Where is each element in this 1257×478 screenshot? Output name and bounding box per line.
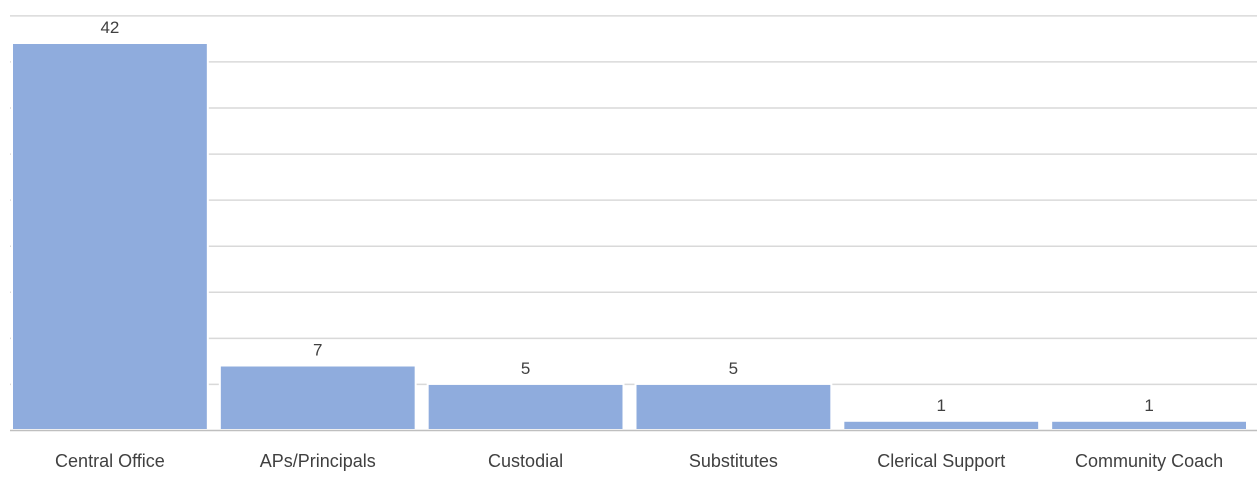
bar-1 [218, 364, 417, 431]
bar-2 [426, 382, 625, 431]
data-label-1: 7 [313, 341, 322, 360]
category-label-5: Community Coach [1075, 451, 1223, 471]
category-label-1: APs/Principals [260, 451, 376, 471]
data-label-3: 5 [729, 359, 738, 378]
bar-4 [842, 419, 1041, 431]
category-label-4: Clerical Support [877, 451, 1005, 471]
bar-5 [1050, 419, 1248, 431]
category-label-3: Substitutes [689, 451, 778, 471]
data-label-5: 1 [1144, 396, 1153, 415]
data-label-2: 5 [521, 359, 530, 378]
bar-0 [11, 42, 209, 431]
category-labels: Central Office APs/Principals Custodial Sub… [55, 451, 1223, 471]
gridlines [10, 15, 1257, 386]
category-label-2: Custodial [488, 451, 563, 471]
data-label-4: 1 [937, 396, 946, 415]
data-labels: 42 7 5 5 1 1 [100, 18, 1153, 415]
category-label-0: Central Office [55, 451, 165, 471]
bars [11, 42, 1248, 431]
bar-3 [634, 382, 833, 431]
data-label-0: 42 [100, 18, 119, 37]
